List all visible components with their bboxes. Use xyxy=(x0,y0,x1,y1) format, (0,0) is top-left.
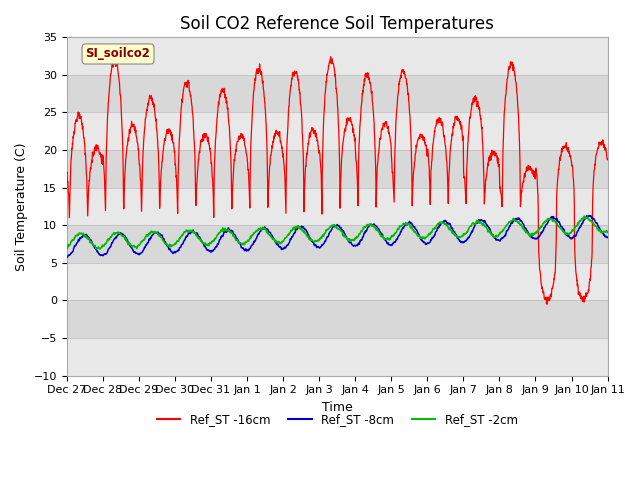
Ref_ST -2cm xyxy=(214,231,221,237)
Bar xyxy=(67,338,607,375)
Ref_ST -16cm xyxy=(556,157,564,163)
Bar xyxy=(67,75,607,112)
Legend: Ref_ST -16cm, Ref_ST -8cm, Ref_ST -2cm: Ref_ST -16cm, Ref_ST -8cm, Ref_ST -2cm xyxy=(152,408,522,431)
Ref_ST -2cm xyxy=(63,246,70,252)
Ref_ST -2cm xyxy=(604,229,611,235)
Ref_ST -2cm xyxy=(572,224,579,230)
Line: Ref_ST -8cm: Ref_ST -8cm xyxy=(67,216,607,257)
Ref_ST -16cm xyxy=(63,171,70,177)
Ref_ST -8cm xyxy=(571,233,579,239)
Ref_ST -2cm xyxy=(365,223,372,228)
Line: Ref_ST -2cm: Ref_ST -2cm xyxy=(67,216,607,249)
Bar xyxy=(67,37,607,75)
Ref_ST -16cm xyxy=(365,76,372,82)
Line: Ref_ST -16cm: Ref_ST -16cm xyxy=(67,57,607,304)
Bar xyxy=(67,188,607,225)
Ref_ST -8cm xyxy=(353,242,360,248)
Y-axis label: Soil Temperature (C): Soil Temperature (C) xyxy=(15,142,28,271)
Ref_ST -2cm xyxy=(96,246,104,252)
Ref_ST -8cm xyxy=(604,235,611,240)
Ref_ST -2cm xyxy=(353,234,361,240)
Ref_ST -2cm xyxy=(580,213,588,219)
Ref_ST -16cm xyxy=(572,259,579,265)
Title: Soil CO2 Reference Soil Temperatures: Soil CO2 Reference Soil Temperatures xyxy=(180,15,494,33)
Bar xyxy=(67,150,607,188)
Bar xyxy=(67,300,607,338)
Ref_ST -8cm xyxy=(585,213,593,218)
Bar xyxy=(67,263,607,300)
Ref_ST -2cm xyxy=(495,233,502,239)
Ref_ST -16cm xyxy=(353,168,361,173)
Ref_ST -8cm xyxy=(63,254,70,260)
Ref_ST -16cm xyxy=(327,54,335,60)
Ref_ST -16cm xyxy=(214,111,221,117)
Text: SI_soilco2: SI_soilco2 xyxy=(86,48,150,60)
Ref_ST -8cm xyxy=(494,237,502,243)
Ref_ST -16cm xyxy=(543,301,551,307)
Ref_ST -2cm xyxy=(556,225,564,231)
Ref_ST -8cm xyxy=(365,224,372,230)
Bar xyxy=(67,225,607,263)
Ref_ST -16cm xyxy=(604,156,611,162)
Ref_ST -16cm xyxy=(495,164,502,169)
Ref_ST -8cm xyxy=(556,221,564,227)
Ref_ST -8cm xyxy=(214,241,221,247)
Bar xyxy=(67,112,607,150)
X-axis label: Time: Time xyxy=(322,401,353,414)
